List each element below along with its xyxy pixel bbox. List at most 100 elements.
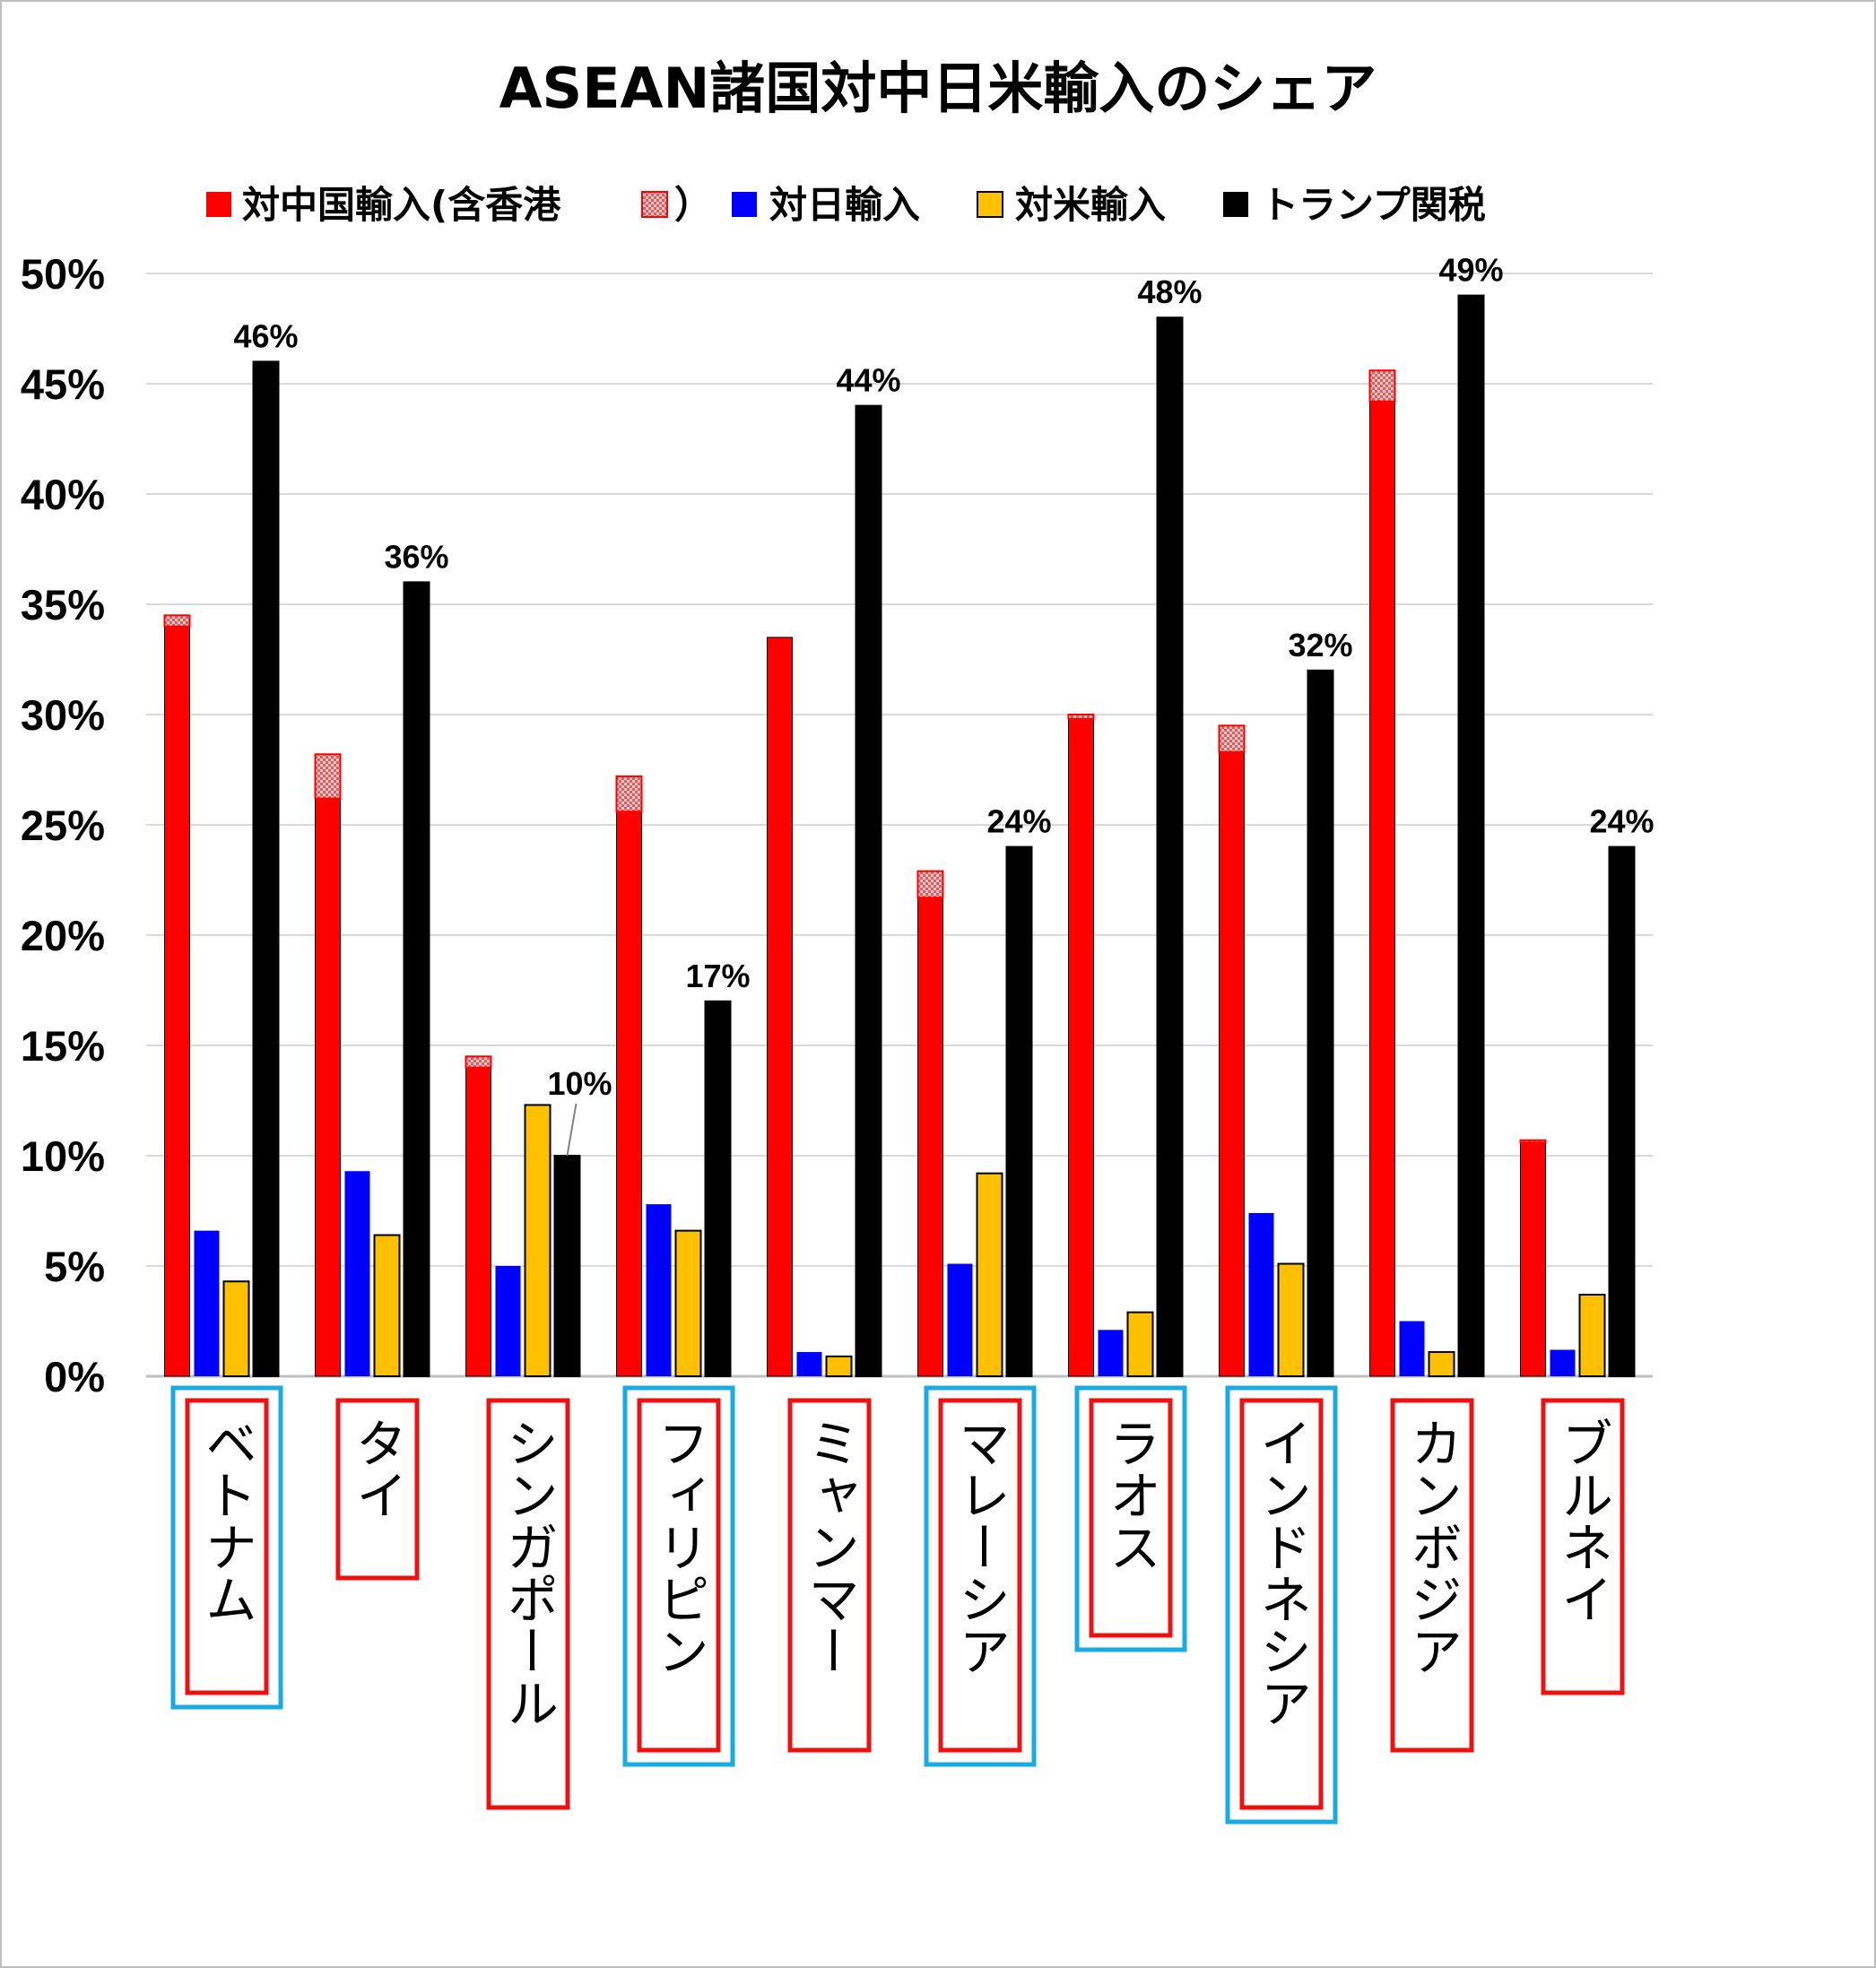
japan-bar: [194, 1230, 220, 1376]
tariff-bar: [704, 1000, 732, 1378]
japan-bar: [1550, 1349, 1576, 1376]
category-box: [486, 1398, 570, 1810]
usa-bar: [373, 1234, 401, 1378]
y-tick-label: 30%: [21, 691, 105, 739]
tariff-bar: [1307, 669, 1334, 1377]
y-tick-label: 15%: [21, 1022, 105, 1070]
tariff-bar: [553, 1155, 581, 1377]
tariff-bar: [403, 581, 430, 1377]
tariff-data-label: 48%: [1137, 273, 1202, 310]
china-bar: [164, 626, 190, 1377]
legend-label-hongkong: ）: [674, 183, 712, 227]
tariff-data-label: 49%: [1438, 252, 1503, 289]
bars: [163, 294, 1636, 1378]
category-box: [637, 1398, 721, 1753]
y-tick-label: 10%: [21, 1132, 105, 1180]
tariff-data-label: 24%: [1589, 803, 1654, 840]
usa-bar: [976, 1172, 1003, 1378]
y-tick-label: 25%: [21, 802, 105, 849]
tariff-bar: [1608, 845, 1636, 1377]
japan-bar: [344, 1171, 370, 1376]
china-bar: [616, 811, 642, 1377]
category-box-outer: [1225, 1385, 1338, 1825]
chart-title: ASEAN諸国対中日米輸入のシェア: [499, 56, 1377, 121]
category-box: [1089, 1398, 1173, 1638]
tariff-bar: [252, 360, 280, 1377]
y-tick-label: 50%: [21, 250, 105, 298]
tariff-data-label: 32%: [1288, 627, 1352, 663]
usa-bar: [222, 1280, 250, 1377]
hongkong-segment: [1067, 714, 1095, 720]
y-axis-ticks: 0% 5% 10% 15% 20% 25% 30% 35% 40% 45% 50%: [21, 250, 105, 1400]
category-label: フィリピン: [648, 1417, 709, 1677]
category-box: [787, 1398, 872, 1753]
usa-bar: [1578, 1293, 1606, 1377]
legend-swatch-china: [206, 192, 231, 217]
china-bar: [1520, 1141, 1546, 1377]
category-box: [1541, 1398, 1625, 1695]
tariff-bar: [1457, 294, 1485, 1378]
category-box-outer: [924, 1385, 1037, 1767]
category-labels: ベトナム タイ シンガポール フィリピン ミャンマー マレーシア ラオス インドネシア カンボジ…: [170, 1385, 1625, 1825]
tariff-data-label: 36%: [384, 538, 448, 575]
china-bar: [917, 897, 943, 1377]
legend-swatch-hongkong: [641, 191, 668, 218]
china-bar: [767, 637, 793, 1377]
category-box: [1239, 1398, 1324, 1810]
china-bar: [315, 797, 341, 1377]
data-label-leader: [566, 1103, 578, 1157]
category-label: インドネシア: [1251, 1417, 1312, 1729]
category-label: ベトナム: [196, 1417, 257, 1625]
category-box-outer: [1074, 1385, 1187, 1652]
hongkong-segment: [1519, 1139, 1547, 1144]
china-bar: [465, 1067, 491, 1377]
category-box-outer: [622, 1385, 735, 1767]
usa-bar: [1126, 1311, 1154, 1378]
hongkong-segment: [163, 614, 191, 628]
hongkong-segment: [615, 775, 643, 813]
tariff-data-label: 46%: [233, 317, 298, 354]
legend-swatch-japan: [732, 192, 757, 217]
japan-bar: [1098, 1330, 1124, 1376]
china-bar: [1219, 751, 1245, 1377]
y-tick-label: 40%: [21, 471, 105, 518]
legend-swatch-tariff: [1223, 192, 1248, 217]
tariff-bar: [1005, 845, 1033, 1377]
tariff-data-label: 24%: [986, 803, 1051, 840]
japan-bar: [1248, 1212, 1274, 1376]
japan-bar: [495, 1266, 521, 1376]
usa-bar: [1277, 1262, 1305, 1378]
tariff-data-label: 10%: [547, 1065, 612, 1102]
legend-label-china: 対中国輸入(含香港: [242, 183, 561, 227]
usa-bar: [1428, 1350, 1455, 1377]
usa-bar: [674, 1229, 702, 1378]
category-label: ラオス: [1100, 1417, 1161, 1573]
y-tick-label: 45%: [21, 360, 105, 408]
category-label: ブルネイ: [1552, 1417, 1613, 1625]
gridlines: [146, 273, 1653, 1378]
usa-bar: [825, 1355, 853, 1377]
tariff-data-label: 44%: [836, 362, 900, 399]
hongkong-segment: [916, 870, 944, 899]
category-box: [335, 1398, 420, 1581]
category-label: ミャンマー: [799, 1417, 860, 1677]
legend-label-tariff: トランプ関税: [1261, 183, 1486, 227]
category-box: [938, 1398, 1022, 1753]
legend: 対中国輸入(含香港 ） 対日輸入 対米輸入 トランプ関税: [206, 183, 1486, 227]
category-label: マレーシア: [950, 1417, 1011, 1677]
category-label: シンガポール: [498, 1417, 559, 1729]
legend-label-japan: 対日輸入: [769, 183, 920, 227]
hongkong-segment: [314, 753, 342, 800]
y-tick-label: 0%: [44, 1353, 105, 1400]
usa-bar: [524, 1104, 552, 1378]
hongkong-segment: [1218, 724, 1246, 753]
category-box-outer: [170, 1385, 283, 1710]
y-tick-label: 20%: [21, 912, 105, 959]
china-bar: [1369, 401, 1395, 1377]
china-bar: [1068, 718, 1094, 1377]
tariff-bar: [855, 404, 882, 1378]
y-tick-label: 5%: [44, 1243, 105, 1290]
tariff-bar: [1156, 316, 1184, 1378]
